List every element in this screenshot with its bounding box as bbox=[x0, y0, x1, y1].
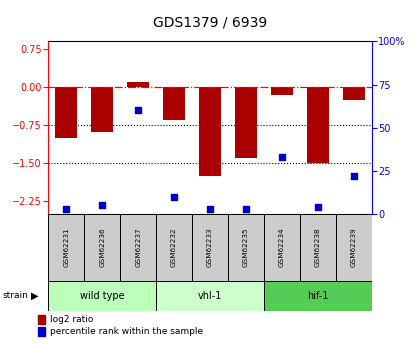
Bar bbox=[235, 87, 257, 158]
Bar bbox=[55, 87, 77, 138]
Bar bbox=[336, 214, 372, 281]
Text: GSM62232: GSM62232 bbox=[171, 228, 177, 267]
Bar bbox=[343, 87, 365, 100]
Bar bbox=[300, 214, 336, 281]
Text: GSM62231: GSM62231 bbox=[63, 228, 69, 267]
Bar bbox=[156, 281, 264, 310]
Text: GDS1379 / 6939: GDS1379 / 6939 bbox=[153, 15, 267, 29]
Text: strain: strain bbox=[2, 291, 28, 300]
Text: ▶: ▶ bbox=[31, 291, 38, 301]
Point bbox=[99, 203, 105, 208]
Point bbox=[243, 206, 249, 211]
Point bbox=[315, 204, 321, 210]
Point bbox=[350, 173, 357, 179]
Bar bbox=[228, 214, 264, 281]
Bar bbox=[264, 281, 372, 310]
Text: GSM62238: GSM62238 bbox=[315, 228, 321, 267]
Bar bbox=[127, 82, 149, 87]
Bar bbox=[264, 214, 300, 281]
Text: GSM62233: GSM62233 bbox=[207, 228, 213, 267]
Bar bbox=[163, 87, 185, 120]
Bar bbox=[48, 214, 84, 281]
Point bbox=[207, 206, 213, 211]
Text: GSM62235: GSM62235 bbox=[243, 228, 249, 267]
Bar bbox=[92, 87, 113, 132]
Point bbox=[171, 194, 177, 199]
Point bbox=[135, 108, 142, 113]
Text: hif-1: hif-1 bbox=[307, 291, 328, 301]
Bar bbox=[120, 214, 156, 281]
Bar bbox=[307, 87, 328, 163]
Text: GSM62237: GSM62237 bbox=[135, 228, 141, 267]
Point bbox=[63, 206, 70, 211]
Bar bbox=[271, 87, 293, 95]
Bar bbox=[38, 327, 45, 336]
Text: wild type: wild type bbox=[80, 291, 124, 301]
Text: GSM62234: GSM62234 bbox=[279, 228, 285, 267]
Point bbox=[278, 154, 285, 160]
Bar bbox=[156, 214, 192, 281]
Text: vhl-1: vhl-1 bbox=[198, 291, 222, 301]
Bar bbox=[84, 214, 120, 281]
Bar bbox=[192, 214, 228, 281]
Bar bbox=[199, 87, 221, 176]
Text: GSM62239: GSM62239 bbox=[351, 228, 357, 267]
Bar bbox=[48, 281, 156, 310]
Text: GSM62236: GSM62236 bbox=[99, 228, 105, 267]
Bar bbox=[38, 315, 45, 324]
Text: log2 ratio: log2 ratio bbox=[50, 315, 93, 324]
Text: percentile rank within the sample: percentile rank within the sample bbox=[50, 327, 203, 336]
